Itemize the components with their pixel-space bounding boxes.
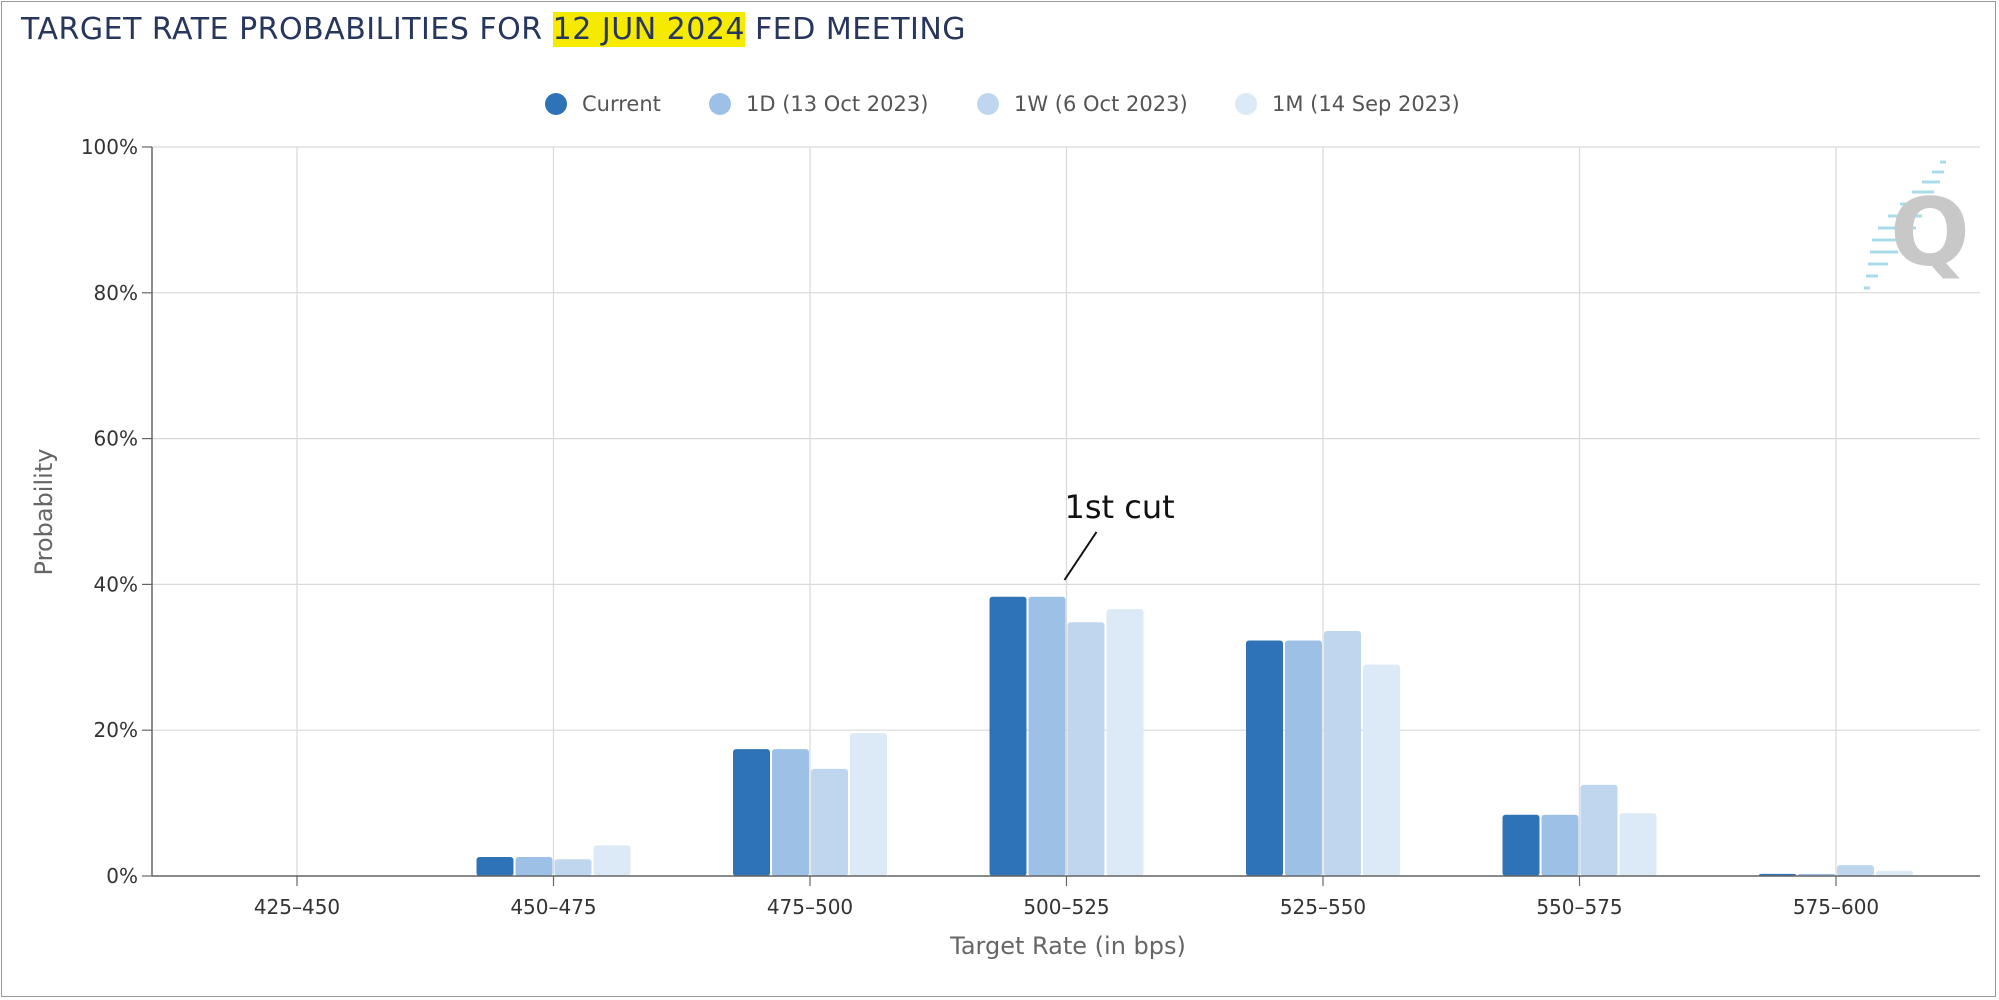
title-prefix: TARGET RATE PROBABILITIES FOR [21, 12, 553, 47]
legend-label: 1M (14 Sep 2023) [1272, 92, 1460, 116]
bar [1246, 640, 1283, 876]
bar [1619, 813, 1657, 876]
legend-item-current[interactable]: Current [545, 92, 661, 116]
annotation-pointer [1063, 531, 1098, 581]
y-tick-label: 80% [94, 281, 138, 305]
y-tick-label: 20% [94, 718, 138, 742]
legend-label: Current [582, 92, 661, 116]
y-tick-label: 100% [81, 135, 138, 159]
bar [1502, 814, 1540, 876]
bar [1106, 609, 1144, 876]
q-logo-icon: Q [1864, 160, 1970, 290]
bar [1580, 784, 1618, 876]
legend: Current 1D (13 Oct 2023) 1W (6 Oct 2023)… [0, 92, 1999, 126]
y-tick-label: 60% [94, 427, 138, 451]
legend-dot-icon [545, 93, 567, 115]
legend-label: 1D (13 Oct 2023) [746, 92, 929, 116]
bar [850, 733, 887, 876]
x-tick-label: 425–450 [254, 895, 340, 919]
bar [1876, 870, 1913, 876]
x-tick-label: 525–550 [1280, 895, 1366, 919]
bar [772, 749, 809, 876]
x-tick-label: 500–525 [1023, 895, 1109, 919]
x-tick-label: 475–500 [767, 895, 853, 919]
legend-item-1m[interactable]: 1M (14 Sep 2023) [1235, 92, 1460, 116]
legend-item-1w[interactable]: 1W (6 Oct 2023) [977, 92, 1188, 116]
y-axis-title: Probability [30, 449, 58, 576]
bar [733, 749, 770, 876]
bar [989, 596, 1027, 876]
x-tick-label: 550–575 [1536, 895, 1622, 919]
bar [1541, 814, 1579, 876]
bar [1837, 865, 1874, 876]
bar [1028, 596, 1066, 876]
legend-label: 1W (6 Oct 2023) [1014, 92, 1188, 116]
svg-text:Q: Q [1890, 179, 1970, 288]
y-tick-label: 40% [94, 572, 138, 596]
bar [1324, 631, 1361, 876]
x-tick-label: 575–600 [1793, 895, 1879, 919]
annotation-label: 1st cut [1065, 488, 1175, 526]
bar [1363, 664, 1400, 876]
bar [1285, 640, 1322, 876]
x-axis-title: Target Rate (in bps) [949, 932, 1186, 960]
x-tick-label: 450–475 [510, 895, 596, 919]
title-suffix: FED MEETING [745, 12, 967, 47]
legend-item-1d[interactable]: 1D (13 Oct 2023) [709, 92, 928, 116]
bar [811, 768, 848, 876]
y-tick-label: 0% [106, 864, 138, 888]
chart-title: TARGET RATE PROBABILITIES FOR 12 JUN 202… [21, 12, 966, 47]
legend-dot-icon [977, 93, 999, 115]
bar [593, 845, 631, 876]
bar [1067, 622, 1105, 876]
legend-dot-icon [1235, 93, 1257, 115]
title-highlight: 12 JUN 2024 [552, 12, 746, 47]
legend-dot-icon [709, 93, 731, 115]
bar [476, 857, 514, 876]
bar [554, 859, 592, 876]
bar [515, 857, 553, 876]
